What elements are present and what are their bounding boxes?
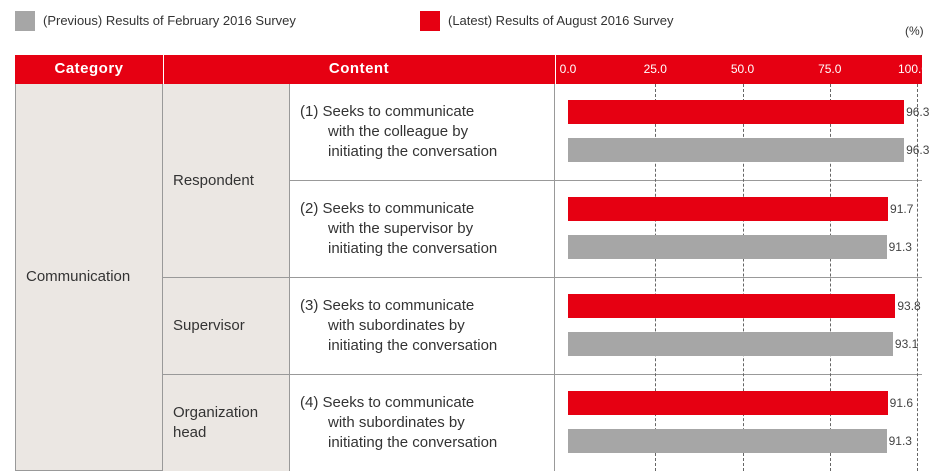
bar: [568, 197, 889, 221]
header: Category: [54, 60, 124, 77]
bar: [568, 391, 888, 415]
bar: [568, 235, 887, 259]
row-line: [555, 374, 922, 375]
x-tick-label: 0.0: [559, 62, 577, 76]
x-tick-label: 75.0: [818, 62, 842, 76]
legend-swatch: [420, 11, 440, 31]
header-divider: [555, 55, 556, 84]
legend-swatch: [15, 11, 35, 31]
grid-line: [742, 84, 744, 471]
group-cell: Respondent: [163, 84, 290, 278]
unit-label: (%): [905, 24, 924, 38]
row-line: [555, 277, 922, 278]
value-label: 91.7: [890, 202, 914, 216]
bar: [568, 138, 905, 162]
value-label: 91.3: [888, 240, 912, 254]
content-label: (4) Seeks to communicate with subordinat…: [300, 394, 498, 451]
x-tick-label: 50.0: [730, 62, 755, 76]
grid-line: [829, 84, 831, 471]
x-tick-label: 25.0: [643, 62, 667, 76]
row-line: [555, 180, 922, 181]
bar: [568, 429, 887, 453]
bar: [568, 332, 893, 356]
bar: [568, 100, 905, 124]
value-label: 96.3: [906, 143, 930, 157]
value-label: 93.1: [894, 337, 919, 351]
category-cell: Communication: [15, 84, 163, 471]
legend-label: (Latest) Results of August 2016 Survey: [448, 13, 674, 28]
bar: [568, 294, 896, 318]
content-cell: (2) Seeks to communicate with the superv…: [290, 181, 555, 278]
content-cell: (4) Seeks to communicate with subordinat…: [290, 375, 555, 471]
x-tick-label: 100.0: [897, 62, 928, 76]
group-cell: Supervisor: [163, 278, 290, 375]
content-cell: (1) Seeks to communicate with the collea…: [290, 84, 555, 181]
value-label: 91.3: [888, 434, 912, 448]
header-bar: [15, 55, 922, 84]
value-label: 93.8: [897, 299, 921, 313]
content-label: (2) Seeks to communicate with the superv…: [300, 200, 498, 257]
grid-line: [917, 84, 918, 471]
content-label: (1) Seeks to communicate with the collea…: [300, 103, 498, 160]
content-cell: (3) Seeks to communicate with subordinat…: [290, 278, 555, 375]
value-label: 91.6: [889, 396, 914, 410]
legend-label: (Previous) Results of February 2016 Surv…: [43, 13, 296, 28]
header: Content: [328, 60, 390, 77]
group-cell: Organization head: [163, 375, 290, 471]
grid-line: [655, 84, 657, 471]
header-divider: [163, 55, 164, 84]
content-label: (3) Seeks to communicate with subordinat…: [300, 297, 498, 354]
value-label: 96.3: [906, 105, 930, 119]
